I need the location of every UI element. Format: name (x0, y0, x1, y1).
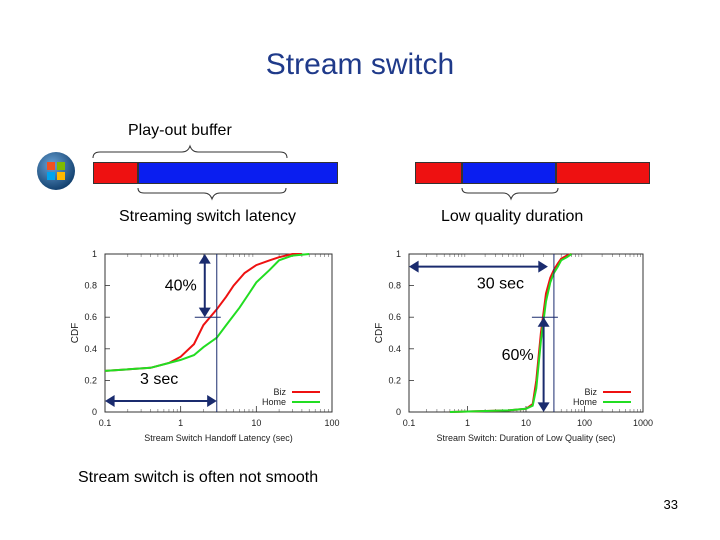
buffer-segment-blue (138, 162, 338, 184)
page-title: Stream switch (265, 48, 455, 81)
percent-annotation: 40% (165, 277, 197, 294)
seconds-annotation: 30 sec (477, 276, 524, 293)
left-chart-heading: Streaming switch latency (119, 208, 296, 225)
x-tick-label: 100 (324, 418, 339, 428)
series-line-home (449, 253, 573, 413)
series-line-biz (104, 253, 302, 372)
y-tick-label: 1 (396, 249, 401, 259)
arrow-head (207, 394, 217, 407)
x-tick-label: 1000 (633, 418, 653, 428)
x-tick-label: 100 (577, 418, 592, 428)
x-axis-label: Stream Switch: Duration of Low Quality (… (436, 433, 615, 443)
x-tick-label: 1 (465, 418, 470, 428)
y-tick-label: 0 (92, 407, 97, 417)
legend-label: Home (573, 397, 597, 407)
y-axis-label: CDF (70, 323, 81, 344)
buffer-segment-blue (462, 162, 556, 184)
legend-label: Biz (273, 387, 286, 397)
y-tick-label: 0 (396, 407, 401, 417)
left-buffer-bar (93, 162, 338, 184)
arrow-head (409, 260, 419, 273)
arrow-head (538, 260, 548, 273)
playout-brace (92, 144, 288, 159)
latency-cdf-chart: 0.1 1 10 100 0 0.2 0.4 0.6 0.8 1 Stream Switch Han… (70, 249, 340, 443)
page-number: 33 (663, 497, 678, 512)
arrow-head (537, 402, 550, 412)
low-quality-cdf-chart: 0.1 1 10 100 1000 0 0.2 0.4 0.6 0.8 1 Stream Switch… (374, 249, 653, 443)
x-tick-label: 0.1 (403, 418, 416, 428)
y-tick-label: 0.8 (84, 281, 97, 291)
y-tick-label: 0.4 (388, 344, 401, 354)
buffer-segment-red (415, 162, 462, 184)
x-axis-label: Stream Switch Handoff Latency (sec) (144, 433, 292, 443)
arrow-head (198, 254, 211, 264)
right-duration-brace (461, 187, 559, 201)
right-buffer-bar (415, 162, 650, 184)
buffer-segment-red (93, 162, 138, 184)
arrow-head (198, 307, 211, 318)
x-tick-label: 10 (521, 418, 531, 428)
y-tick-label: 0.8 (388, 281, 401, 291)
y-tick-label: 0.2 (84, 375, 97, 385)
seconds-annotation: 3 sec (140, 371, 178, 388)
playout-buffer-label: Play-out buffer (128, 122, 232, 139)
x-tick-label: 10 (251, 418, 261, 428)
buffer-segment-red (556, 162, 650, 184)
left-latency-brace (137, 187, 287, 201)
legend-label: Home (262, 397, 286, 407)
arrow-head (537, 317, 550, 327)
percent-annotation: 60% (502, 347, 534, 364)
y-tick-label: 0.4 (84, 344, 97, 354)
plot-frame (408, 253, 644, 413)
y-axis-label: CDF (374, 323, 385, 344)
y-tick-label: 0.6 (388, 312, 401, 322)
legend-label: Biz (584, 387, 597, 397)
y-tick-label: 0.6 (84, 312, 97, 322)
plot-frame (104, 253, 333, 413)
series-line-home (104, 253, 310, 372)
x-tick-label: 0.1 (99, 418, 112, 428)
windows-logo-icon (37, 152, 75, 190)
x-tick-label: 1 (178, 418, 183, 428)
y-tick-label: 1 (92, 249, 97, 259)
arrow-head (105, 394, 115, 407)
y-tick-label: 0.2 (388, 375, 401, 385)
right-chart-heading: Low quality duration (441, 208, 584, 225)
footer-statement: Stream switch is often not smooth (78, 469, 319, 486)
